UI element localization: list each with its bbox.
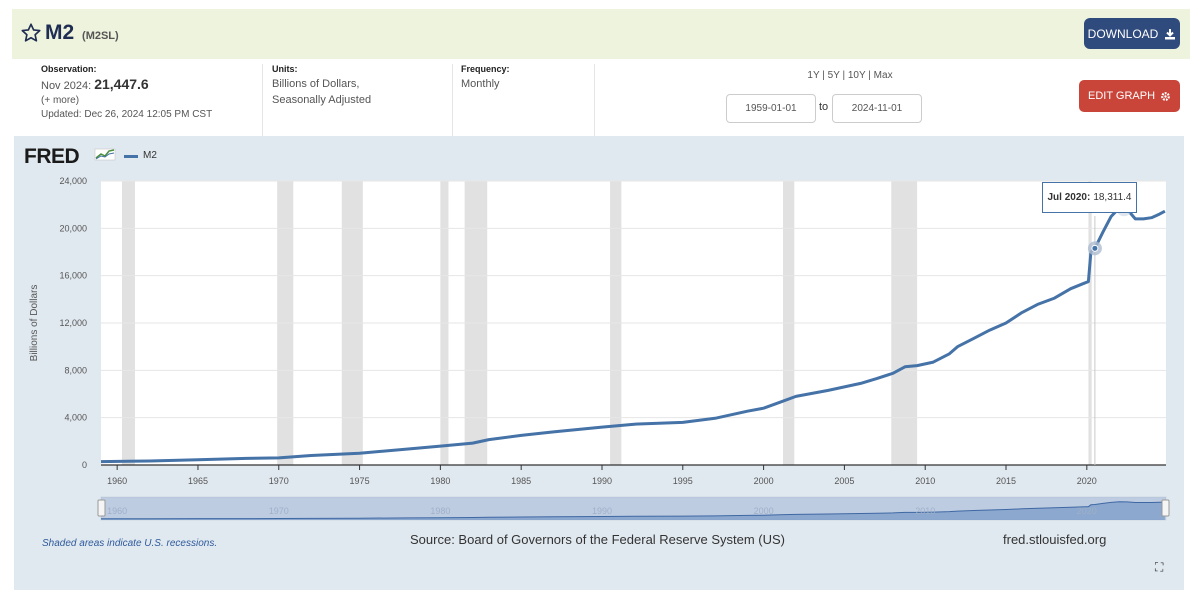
range-10y[interactable]: 10Y [847,70,866,81]
fullscreen-icon[interactable]: ⛶ [1155,560,1164,574]
observation-label: Observation: [41,64,97,74]
tooltip: Jul 2020: 18,311.4 [1042,182,1137,213]
series-header: M2 (M2SL) DOWNLOAD [12,9,1190,59]
range-5y[interactable]: 5Y [827,70,840,81]
edit-graph-button[interactable]: EDIT GRAPH [1079,80,1180,112]
units-line-2: Seasonally Adjusted [272,94,372,106]
range-links: 1Y | 5Y | 10Y | Max [700,70,1000,81]
start-date-input[interactable]: 1959-01-01 [726,94,816,123]
updated-text: Updated: Dec 26, 2024 12:05 PM CST [41,109,213,120]
legend-label: M2 [143,150,157,161]
series-id: (M2SL) [82,30,119,42]
download-label: DOWNLOAD [1087,26,1159,41]
observation-line: Nov 2024: 21,447.6 [41,76,256,94]
tooltip-value: 18,311.4 [1093,192,1132,203]
gear-icon [1161,91,1170,101]
end-date-input[interactable]: 2024-11-01 [832,94,922,123]
series-title: M2 (M2SL) [45,21,119,45]
frequency-value: Monthly [461,78,500,90]
frequency-label: Frequency: [461,64,510,74]
frequency-block: Frequency: Monthly [461,64,591,136]
more-link[interactable]: (+ more) [41,95,80,106]
download-icon [1165,28,1176,39]
units-label: Units: [272,64,298,74]
source-text: Source: Board of Governors of the Federa… [410,532,785,547]
divider [594,64,595,136]
units-line-1: Billions of Dollars, [272,78,360,90]
observation-value: 21,447.6 [94,76,149,92]
graph-panel [14,136,1184,590]
range-1y[interactable]: 1Y [807,70,820,81]
series-name: M2 [45,21,75,44]
divider [262,64,263,136]
edit-graph-label: EDIT GRAPH [1087,90,1156,102]
star-icon[interactable] [20,22,42,44]
range-max[interactable]: Max [873,70,893,81]
tooltip-date: Jul 2020: [1047,192,1091,203]
fred-logo-chart-icon [94,148,116,161]
observation-date: Nov 2024: [41,80,92,92]
range-sep: | [822,70,825,81]
observation-block: Observation: Nov 2024: 21,447.6 (+ more)… [41,64,256,136]
download-button[interactable]: DOWNLOAD [1084,18,1180,49]
units-block: Units: Billions of Dollars, Seasonally A… [272,64,447,136]
recession-note: Shaded areas indicate U.S. recessions. [42,538,218,549]
fred-logo: FRED [24,145,80,168]
range-sep: | [842,70,846,81]
site-link[interactable]: fred.stlouisfed.org [1003,532,1107,547]
range-sep: | [868,70,871,81]
legend-swatch [124,155,138,158]
divider [452,64,453,136]
date-to-label: to [819,101,829,113]
